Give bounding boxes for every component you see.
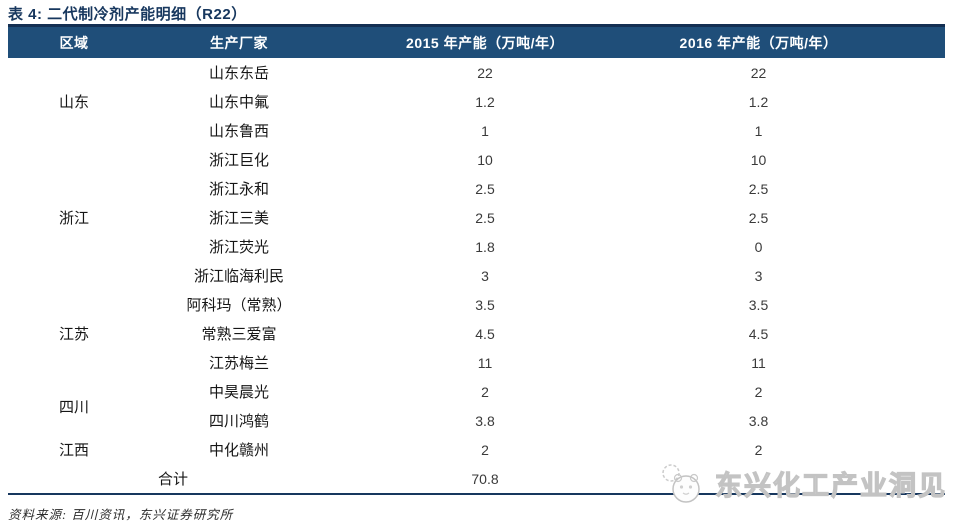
y2015-value-cell: 11: [477, 354, 493, 371]
y2015-value-cell: 1: [481, 122, 489, 139]
table-footer: 合计 70.8: [8, 464, 945, 494]
header-2015-capacity: 2015 年产能（万吨/年）: [338, 25, 632, 58]
region-cell: 山东: [58, 95, 89, 111]
source-note: 资料来源: 百川资讯，东兴证券研究所: [8, 508, 234, 522]
y2016-value-cell: 2.5: [748, 180, 769, 197]
y2016-value-cell: 3.5: [748, 296, 769, 313]
table-row: 常熟三爱富 4.5 4.5: [8, 319, 945, 348]
y2016-value-cell: 1: [754, 122, 763, 139]
y2016-value-cell: 22: [750, 64, 767, 81]
company-cell: 浙江巨化: [208, 153, 269, 169]
header-2016-capacity: 2016 年产能（万吨/年）: [632, 25, 945, 58]
y2016-value-cell: 2: [754, 441, 763, 458]
y2016-value-cell: 0: [754, 238, 763, 255]
y2015-value-cell: 1.8: [475, 238, 495, 255]
header-row: 区域 生产厂家 2015 年产能（万吨/年） 2016 年产能（万吨/年）: [8, 25, 945, 58]
company-cell: 四川鸿鹤: [208, 414, 269, 430]
header-region: 区域: [8, 25, 140, 58]
company-cell: 常熟三爱富: [201, 327, 277, 343]
table-row: 浙江 浙江巨化 10 10: [8, 145, 945, 228]
y2015-value-cell: 4.5: [475, 325, 495, 342]
y2015-value-cell: 3.5: [475, 296, 495, 313]
table-row: 浙江临海利民 3 3: [8, 261, 945, 290]
company-cell: 浙江临海利民: [193, 269, 284, 285]
y2015-value-cell: 2: [481, 383, 489, 400]
company-cell: 浙江荧光: [208, 240, 269, 256]
company-cell: 中化赣州: [208, 443, 269, 459]
total-2016-value: [632, 464, 945, 494]
y2015-value-cell: 2: [481, 441, 489, 458]
y2015-value-cell: 3.8: [475, 412, 495, 429]
company-cell: 山东东岳: [208, 66, 269, 82]
y2015-value-cell: 2.5: [475, 180, 495, 197]
region-cell: 四川: [58, 399, 89, 416]
company-cell: 浙江三美: [208, 211, 269, 227]
table-row: 山东 山东东岳 22 22: [8, 58, 945, 112]
y2016-value-cell: 2.5: [748, 209, 769, 226]
y2016-value-cell: 11: [751, 354, 766, 371]
table-row: 浙江荧光 1.8 0: [8, 232, 945, 261]
total-label: 合计: [157, 472, 188, 488]
y2016-value-cell: 1.2: [748, 93, 769, 110]
total-2015-value: 70.8: [471, 470, 499, 487]
y2015-value-cell: 1.2: [475, 93, 495, 110]
table-title: 表 4: 二代制冷剂产能明细（R22）: [8, 6, 247, 23]
company-cell: 山东中氟: [208, 95, 269, 111]
region-cell: 江苏: [58, 327, 89, 343]
company-cell: 山东鲁西: [208, 124, 269, 140]
company-cell: 阿科玛（常熟）: [186, 298, 292, 314]
y2015-value-cell: 22: [477, 64, 493, 81]
table-row: 江苏 阿科玛（常熟） 3.5 3.5: [8, 290, 945, 344]
table-row: 四川 中昊晨光 2 2: [8, 377, 945, 416]
table-row: 山东鲁西 1 1: [8, 116, 945, 145]
y2016-value-cell: 2: [754, 383, 763, 400]
header-producer: 生产厂家: [140, 25, 338, 58]
table-row: 四川鸿鹤 3.8 3.8: [8, 406, 945, 435]
region-cell: 江西: [58, 443, 89, 459]
capacity-table: 区域 生产厂家 2015 年产能（万吨/年） 2016 年产能（万吨/年） 山东…: [8, 24, 945, 495]
table-row: 江西 中化赣州 2 2: [8, 435, 945, 464]
table-body: 山东 山东东岳 22 22 山东中氟 1.2 1.2 山东鲁西 1 1 浙江 浙江巨化 10 10 浙江永和…: [8, 58, 945, 464]
table-row: 江苏梅兰 11 11: [8, 348, 945, 377]
y2016-value-cell: 4.5: [748, 325, 769, 342]
table-row: 浙江三美 2.5 2.5: [8, 203, 945, 232]
table-row: 山东中氟 1.2 1.2: [8, 87, 945, 116]
y2015-value-cell: 2.5: [475, 209, 495, 226]
y2016-value-cell: 3.8: [748, 412, 769, 429]
y2016-value-cell: 3: [754, 267, 763, 284]
y2015-value-cell: 10: [477, 151, 493, 168]
company-cell: 江苏梅兰: [208, 356, 269, 372]
company-cell: 浙江永和: [208, 182, 269, 198]
region-cell: 浙江: [58, 211, 89, 227]
y2015-value-cell: 3: [481, 267, 489, 284]
company-cell: 中昊晨光: [208, 385, 269, 401]
total-row: 合计 70.8: [8, 464, 945, 494]
table-row: 浙江永和 2.5 2.5: [8, 174, 945, 203]
table-header: 区域 生产厂家 2015 年产能（万吨/年） 2016 年产能（万吨/年）: [8, 25, 945, 58]
y2016-value-cell: 10: [750, 151, 767, 168]
